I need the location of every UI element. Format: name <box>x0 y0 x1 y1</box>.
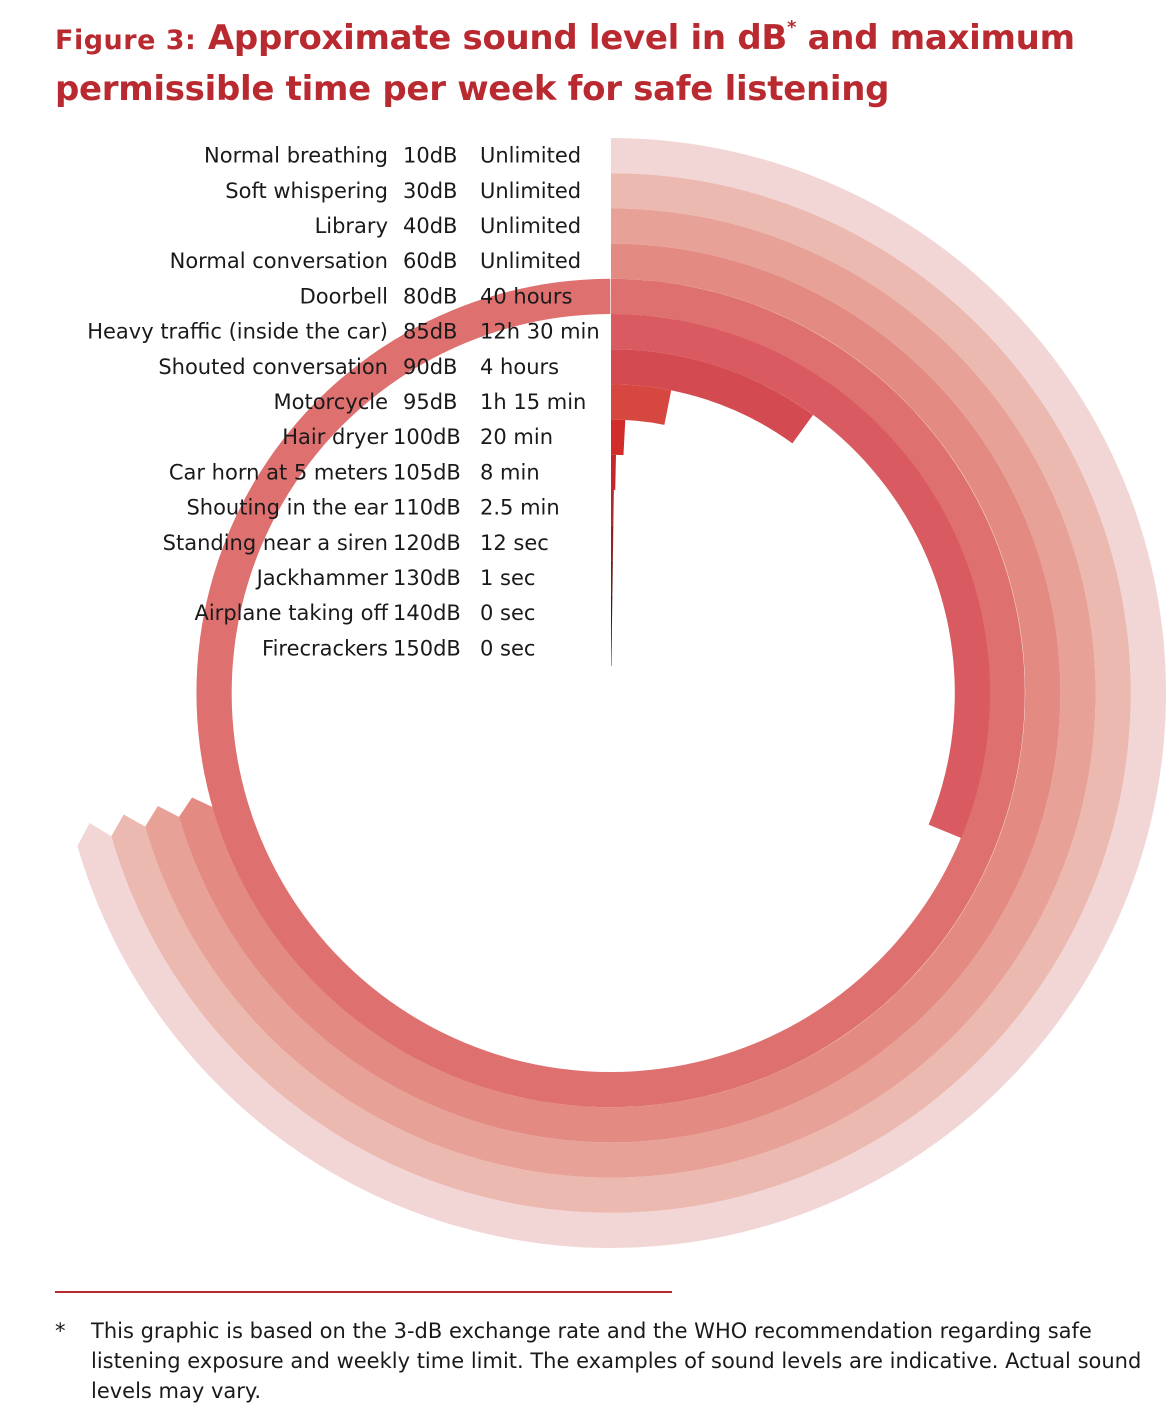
figure-title: Figure 3: Approximate sound level in dB*… <box>55 14 1165 113</box>
label-source-doorbell: Doorbell <box>300 284 388 308</box>
label-source-normal-breathing: Normal breathing <box>204 144 388 168</box>
title-asterisk: * <box>787 17 797 38</box>
arc-airplane-taking-off <box>611 595 613 631</box>
label-time-library: Unlimited <box>480 214 581 238</box>
label-source-shouted-conversation: Shouted conversation <box>158 355 388 379</box>
label-level-car-horn-at-5-meters: 105dB <box>393 460 461 484</box>
label-time-airplane-taking-off: 0 sec <box>480 601 535 625</box>
label-source-airplane-taking-off: Airplane taking off <box>194 601 388 625</box>
label-time-car-horn-at-5-meters: 8 min <box>480 460 540 484</box>
title-rest: and maximum permissible time per week fo… <box>55 18 1075 109</box>
figure-label: Figure 3: <box>55 25 197 56</box>
label-time-soft-whispering: Unlimited <box>480 179 581 203</box>
label-time-normal-breathing: Unlimited <box>480 144 581 168</box>
label-source-firecrackers: Firecrackers <box>262 636 388 660</box>
arc-car-horn-at-5-meters <box>611 454 616 491</box>
label-source-heavy-traffic-inside-the-car: Heavy traffic (inside the car) <box>87 320 388 344</box>
footnote-text: This graphic is based on the 3-dB exchan… <box>91 1319 1142 1403</box>
label-level-doorbell: 80dB <box>403 284 457 308</box>
label-time-firecrackers: 0 sec <box>480 636 535 660</box>
label-layer: Normal breathing 10dB Unlimited Soft whispe… <box>87 144 600 661</box>
label-time-doorbell: 40 hours <box>480 284 572 308</box>
label-time-motorcycle: 1h 15 min <box>480 390 586 414</box>
label-level-shouted-conversation: 90dB <box>403 355 457 379</box>
label-level-standing-near-a-siren: 120dB <box>393 531 461 555</box>
arc-heavy-traffic-inside-the-car <box>611 314 991 839</box>
arc-layer <box>77 138 1166 1248</box>
label-source-standing-near-a-siren: Standing near a siren <box>163 531 388 555</box>
footnote: * This graphic is based on the 3-dB exch… <box>55 1316 1155 1406</box>
footnote-divider <box>55 1291 672 1293</box>
arc-shouting-in-the-ear <box>611 490 614 526</box>
label-time-jackhammer: 1 sec <box>480 566 535 590</box>
label-time-hair-dryer: 20 min <box>480 425 553 449</box>
label-level-motorcycle: 95dB <box>403 390 457 414</box>
label-source-jackhammer: Jackhammer <box>255 566 389 590</box>
label-time-heavy-traffic-inside-the-car: 12h 30 min <box>480 320 600 344</box>
label-level-jackhammer: 130dB <box>393 566 461 590</box>
label-level-library: 40dB <box>403 214 457 238</box>
title-main: Approximate sound level in dB <box>207 18 787 58</box>
label-level-shouting-in-the-ear: 110dB <box>393 496 461 520</box>
label-source-shouting-in-the-ear: Shouting in the ear <box>186 496 388 520</box>
label-source-normal-conversation: Normal conversation <box>170 249 388 273</box>
arc-jackhammer <box>611 560 613 596</box>
label-level-normal-breathing: 10dB <box>403 144 457 168</box>
label-level-hair-dryer: 100dB <box>393 425 461 449</box>
label-time-shouting-in-the-ear: 2.5 min <box>480 496 560 520</box>
arc-standing-near-a-siren <box>611 525 614 561</box>
label-level-heavy-traffic-inside-the-car: 85dB <box>403 320 457 344</box>
label-time-shouted-conversation: 4 hours <box>480 355 559 379</box>
label-source-library: Library <box>315 214 388 238</box>
label-time-normal-conversation: Unlimited <box>480 249 581 273</box>
arc-firecrackers <box>611 630 612 666</box>
label-level-normal-conversation: 60dB <box>403 249 457 273</box>
label-time-standing-near-a-siren: 12 sec <box>480 531 549 555</box>
label-source-motorcycle: Motorcycle <box>274 390 389 414</box>
arc-hair-dryer <box>611 419 626 456</box>
label-source-soft-whispering: Soft whispering <box>225 179 388 203</box>
footnote-asterisk: * <box>55 1319 66 1343</box>
label-level-firecrackers: 150dB <box>393 636 461 660</box>
label-source-hair-dryer: Hair dryer <box>282 425 388 449</box>
arc-shouted-conversation <box>611 349 814 444</box>
arc-motorcycle <box>611 384 672 425</box>
label-level-airplane-taking-off: 140dB <box>393 601 461 625</box>
label-source-car-horn-at-5-meters: Car horn at 5 meters <box>169 460 388 484</box>
label-level-soft-whispering: 30dB <box>403 179 457 203</box>
